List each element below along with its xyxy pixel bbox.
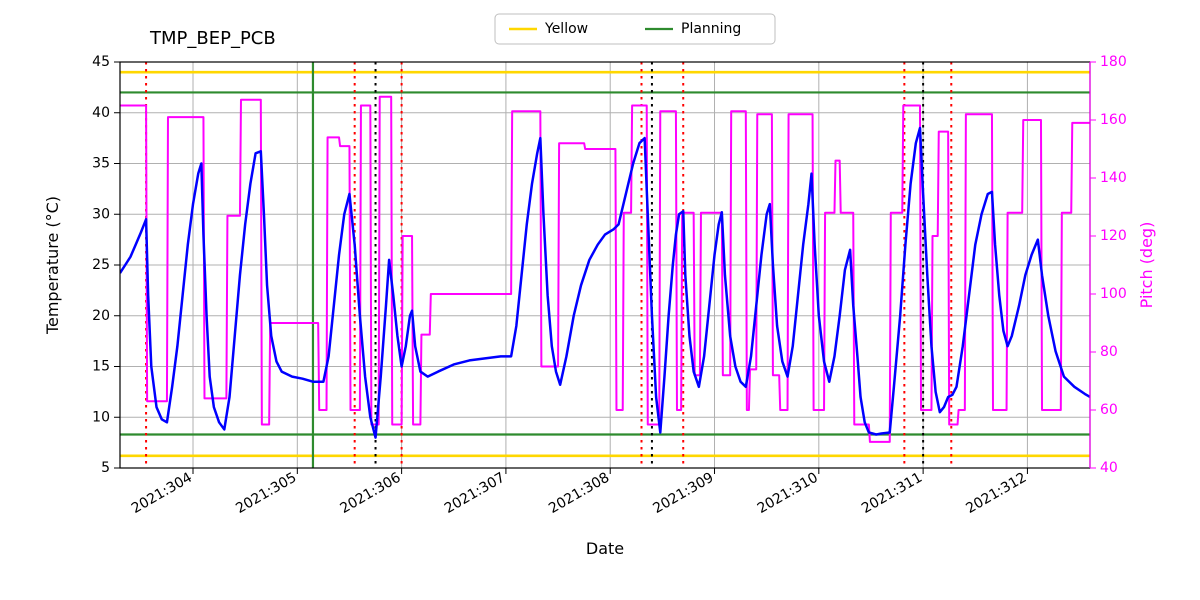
xtick-label: 2021:307 (442, 470, 508, 517)
ytick-left-label: 35 (92, 156, 110, 172)
ytick-right-label: 40 (1100, 460, 1118, 476)
chart-title: TMP_BEP_PCB (149, 28, 276, 49)
ytick-right-label: 60 (1100, 402, 1118, 418)
ylabel-left: Temperature (°C) (43, 196, 62, 335)
legend-planning-label: Planning (681, 21, 741, 37)
ytick-left-label: 40 (92, 105, 110, 121)
xtick-label: 2021:311 (859, 470, 925, 517)
ytick-right-label: 140 (1100, 170, 1127, 186)
ytick-left-label: 30 (92, 206, 110, 222)
ytick-right-label: 180 (1100, 54, 1127, 70)
dual-axis-timeseries-chart: 5 10 15 20 25 30 35 40 45 40 60 80 100 120 140 160 180 20… (0, 0, 1200, 600)
ytick-left-label: 45 (92, 54, 110, 70)
xtick-label: 2021:308 (546, 470, 612, 517)
ytick-right-label: 100 (1100, 286, 1127, 302)
xtick-label: 2021:310 (755, 470, 821, 517)
ytick-left-label: 10 (92, 409, 110, 425)
ytick-left-label: 25 (92, 257, 110, 273)
xtick-label: 2021:309 (650, 470, 716, 517)
ytick-left-label: 20 (92, 308, 110, 324)
xtick-label: 2021:305 (233, 470, 299, 517)
xtick-label: 2021:306 (338, 470, 404, 517)
ylabel-right: Pitch (deg) (1137, 222, 1156, 309)
xlabel: Date (586, 539, 624, 558)
ytick-left-label: 5 (101, 460, 110, 476)
ytick-right-label: 80 (1100, 344, 1118, 360)
ytick-left-label: 15 (92, 359, 110, 375)
xtick-label: 2021:304 (129, 470, 195, 517)
legend-yellow-label: Yellow (544, 21, 588, 37)
xtick-label: 2021:312 (963, 470, 1029, 517)
ytick-right-label: 120 (1100, 228, 1127, 244)
legend: Yellow Planning (495, 14, 775, 44)
ytick-right-label: 160 (1100, 112, 1127, 128)
